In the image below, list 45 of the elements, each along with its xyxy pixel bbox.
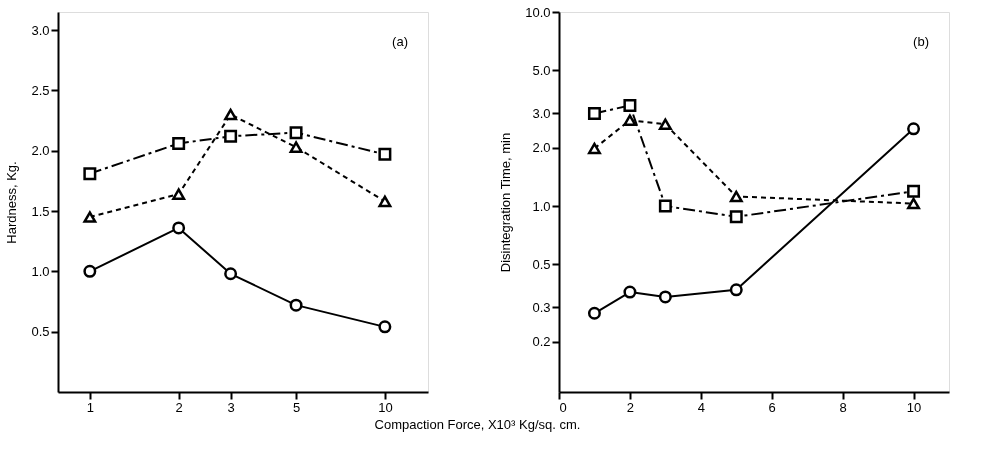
x-tick-label: 6 bbox=[768, 399, 776, 415]
point bbox=[658, 290, 672, 304]
point bbox=[729, 190, 743, 203]
x-tick-label: 1 bbox=[86, 399, 94, 415]
y-tick-label: 2.5 bbox=[31, 82, 50, 98]
x-tick-label: 2 bbox=[626, 399, 635, 415]
y-tick-label: 1.5 bbox=[31, 203, 50, 219]
y-tick-label: 0.3 bbox=[532, 299, 551, 315]
point bbox=[658, 118, 672, 131]
point bbox=[907, 184, 921, 198]
y-tick-label: 3.0 bbox=[31, 22, 50, 38]
x-axis-title: Compaction Force, X10³ Kg/sq. cm. bbox=[374, 416, 581, 432]
y-tick-label: 0.2 bbox=[532, 334, 551, 350]
point bbox=[907, 122, 921, 136]
point bbox=[658, 199, 672, 213]
y-tick-label: 0.5 bbox=[532, 256, 551, 272]
point bbox=[623, 114, 637, 126]
x-tick-label: 0 bbox=[559, 399, 567, 415]
y-tick-label: 1.0 bbox=[532, 198, 551, 214]
y-tick-label: 0.5 bbox=[31, 324, 50, 340]
point bbox=[623, 285, 637, 299]
point bbox=[623, 98, 637, 112]
y-tick-label: 5.0 bbox=[532, 62, 551, 78]
x-tick-label: 10 bbox=[378, 399, 393, 415]
y-tick-label: 1.0 bbox=[31, 263, 50, 279]
x-tick-label: 10 bbox=[906, 399, 922, 415]
x-tick-label: 4 bbox=[697, 399, 705, 415]
point bbox=[587, 106, 601, 120]
x-tick-label: 3 bbox=[227, 399, 235, 415]
x-tick-label: 2 bbox=[175, 399, 183, 415]
point bbox=[907, 197, 921, 210]
x-tick-label: 5 bbox=[292, 399, 301, 415]
annotation: (a) bbox=[392, 34, 408, 49]
point bbox=[729, 283, 743, 297]
y-axis-title: Hardness, Kg. bbox=[4, 161, 20, 244]
y-tick-label: 2.0 bbox=[31, 143, 50, 159]
y-tick-label: 3.0 bbox=[532, 105, 551, 121]
y-axis-title: Disintegration Time, min bbox=[498, 132, 514, 273]
point bbox=[729, 210, 743, 224]
annotation: (b) bbox=[913, 34, 929, 49]
y-tick-label: 2.0 bbox=[532, 140, 551, 156]
point bbox=[587, 142, 601, 155]
y-tick-label: 10.0 bbox=[525, 4, 551, 20]
x-tick-label: 8 bbox=[839, 399, 847, 415]
point bbox=[587, 306, 601, 320]
